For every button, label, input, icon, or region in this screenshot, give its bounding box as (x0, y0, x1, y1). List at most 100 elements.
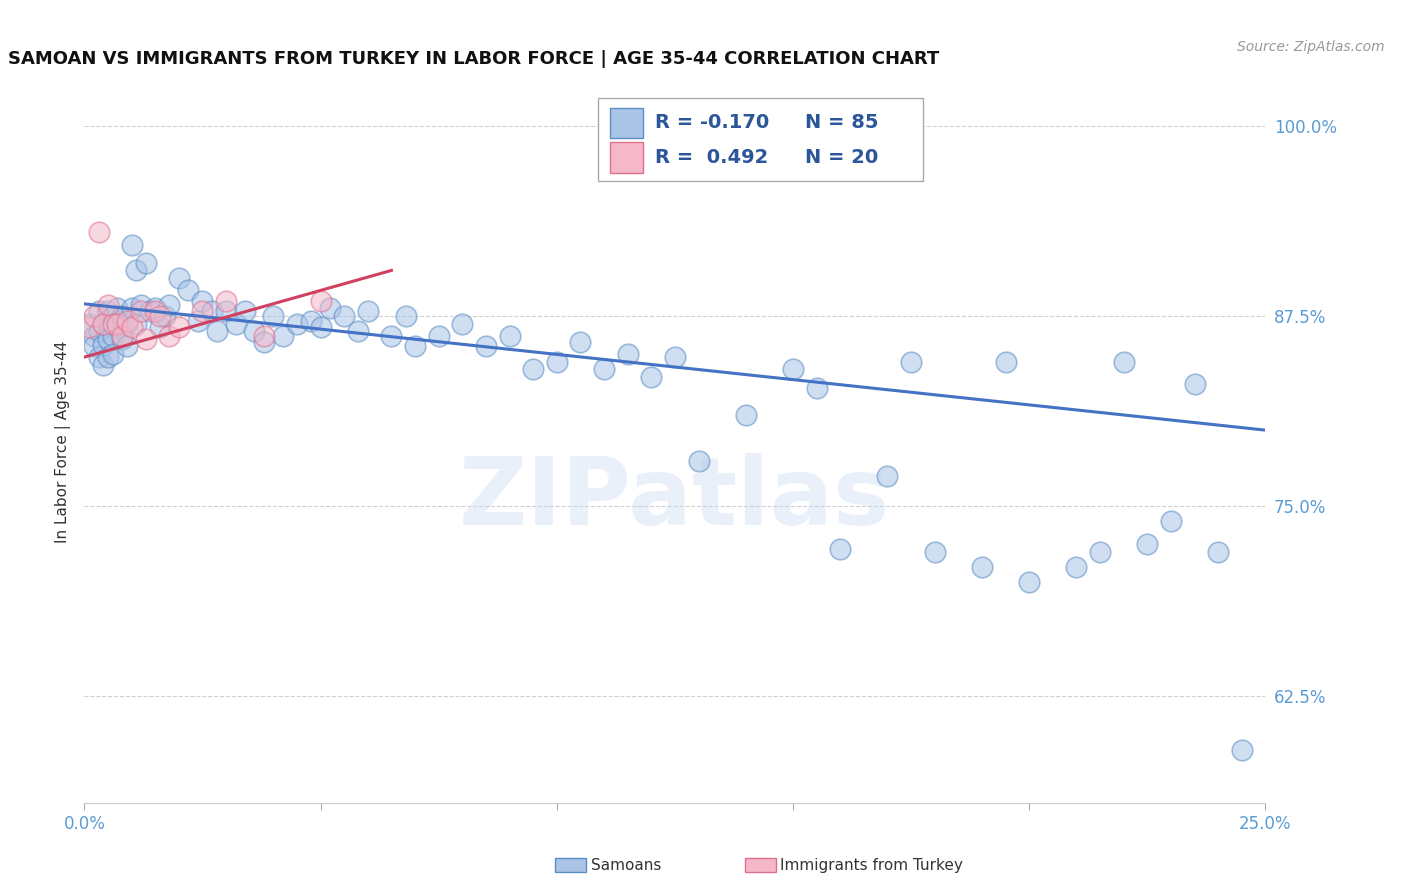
Point (107, 317, 129, 331)
Point (201, 304, 224, 318)
Point (215, 304, 238, 318)
Y-axis label: In Labor Force | Age 35-44: In Labor Force | Age 35-44 (55, 341, 72, 542)
Point (115, 339, 138, 353)
Point (333, 309, 356, 323)
Point (87, 304, 110, 318)
Point (87, 350, 110, 364)
Point (734, 408, 756, 422)
Point (253, 334, 276, 349)
Point (101, 347, 124, 361)
Point (121, 301, 143, 316)
Point (111, 309, 134, 323)
Point (135, 256, 157, 270)
Point (1088, 545, 1111, 559)
Point (77, 319, 100, 334)
Point (121, 319, 143, 334)
Point (309, 293, 332, 308)
Point (101, 309, 124, 323)
Point (139, 304, 162, 318)
Point (115, 313, 138, 327)
Point (129, 304, 152, 318)
Point (205, 324, 228, 338)
Text: R = -0.170: R = -0.170 (655, 113, 769, 132)
Point (522, 362, 544, 376)
Point (91, 358, 114, 372)
Point (924, 545, 946, 559)
Point (380, 328, 402, 343)
Point (616, 347, 638, 361)
Point (97, 350, 120, 364)
Point (101, 317, 124, 331)
Point (970, 560, 993, 574)
Text: Source: ZipAtlas.com: Source: ZipAtlas.com (1237, 40, 1385, 54)
Text: Samoans: Samoans (591, 858, 661, 872)
Point (451, 317, 474, 331)
Text: N = 85: N = 85 (804, 113, 879, 132)
Point (1160, 515, 1182, 529)
Point (1206, 545, 1229, 559)
Point (1230, 742, 1253, 756)
Bar (610, 108, 643, 138)
Point (271, 328, 294, 343)
Point (97, 304, 120, 318)
Point (87, 226, 110, 240)
Point (215, 293, 238, 308)
Point (404, 339, 426, 353)
Point (135, 332, 157, 346)
Point (830, 541, 852, 556)
Bar (610, 143, 643, 173)
Point (299, 313, 322, 327)
Point (806, 380, 828, 394)
Point (593, 362, 616, 376)
Point (101, 328, 124, 343)
Point (876, 468, 898, 483)
Point (394, 309, 416, 323)
Point (357, 304, 380, 318)
Point (77, 317, 100, 331)
Point (309, 319, 332, 334)
Point (187, 313, 209, 327)
Point (243, 324, 266, 338)
Point (253, 328, 276, 343)
Point (994, 354, 1017, 368)
Point (157, 298, 180, 312)
Point (900, 354, 922, 368)
Point (285, 317, 308, 331)
Point (1136, 537, 1159, 551)
Text: R =  0.492: R = 0.492 (655, 148, 768, 167)
Point (149, 319, 172, 334)
Point (546, 354, 568, 368)
Point (640, 370, 662, 384)
Point (107, 301, 129, 316)
Point (153, 309, 176, 323)
Point (107, 319, 129, 334)
Point (87, 324, 110, 338)
Point (167, 319, 190, 334)
Point (97, 298, 120, 312)
Point (177, 283, 200, 297)
Point (1112, 354, 1135, 368)
Point (91, 338, 114, 352)
Point (143, 301, 166, 316)
Point (121, 237, 143, 252)
Point (149, 309, 172, 323)
FancyBboxPatch shape (598, 98, 922, 181)
Point (191, 304, 214, 318)
Point (262, 309, 284, 323)
Text: N = 20: N = 20 (804, 148, 877, 167)
Text: SAMOAN VS IMMIGRANTS FROM TURKEY IN LABOR FORCE | AGE 35-44 CORRELATION CHART: SAMOAN VS IMMIGRANTS FROM TURKEY IN LABO… (7, 50, 939, 68)
Point (688, 453, 710, 467)
Point (143, 304, 166, 318)
Point (319, 301, 342, 316)
Point (225, 317, 247, 331)
Text: Immigrants from Turkey: Immigrants from Turkey (780, 858, 963, 872)
Point (569, 334, 592, 349)
Point (347, 324, 370, 338)
Point (782, 362, 804, 376)
Point (427, 328, 450, 343)
Text: ZIPatlas: ZIPatlas (460, 453, 890, 545)
Point (83, 328, 105, 343)
Point (1184, 377, 1206, 392)
Point (83, 309, 105, 323)
Point (475, 339, 498, 353)
